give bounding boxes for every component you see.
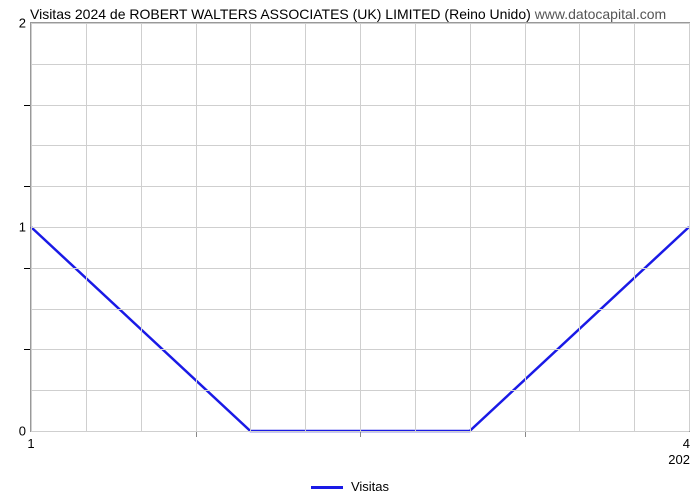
y-minor-tick [24, 268, 30, 269]
vgrid-line [634, 23, 635, 431]
x-minor-tick [360, 432, 361, 437]
legend: Visitas [0, 479, 700, 494]
vgrid-line [360, 23, 361, 431]
y-tick-label: 0 [6, 424, 26, 439]
chart-title: Visitas 2024 de ROBERT WALTERS ASSOCIATE… [30, 6, 690, 22]
vgrid-line [525, 23, 526, 431]
plot-area [30, 22, 690, 432]
y-tick-label: 1 [6, 220, 26, 235]
vgrid-line [31, 23, 32, 431]
vgrid-line [196, 23, 197, 431]
y-tick-label: 2 [6, 16, 26, 31]
x-tick-label: 4 [683, 436, 690, 451]
vgrid-line [141, 23, 142, 431]
chart-container: Visitas 2024 de ROBERT WALTERS ASSOCIATE… [0, 0, 700, 500]
y-minor-tick [24, 186, 30, 187]
y-minor-tick [24, 105, 30, 106]
vgrid-line [250, 23, 251, 431]
y-minor-tick [24, 349, 30, 350]
legend-swatch [311, 486, 343, 489]
vgrid-line [86, 23, 87, 431]
vgrid-line [415, 23, 416, 431]
vgrid-line [689, 23, 690, 431]
chart-title-site: www.datocapital.com [535, 6, 667, 22]
chart-title-main: Visitas 2024 de ROBERT WALTERS ASSOCIATE… [30, 6, 531, 22]
vgrid-line [579, 23, 580, 431]
x-minor-tick [525, 432, 526, 437]
vgrid-line [305, 23, 306, 431]
legend-label: Visitas [351, 479, 389, 494]
x-tick-label: 1 [27, 436, 34, 451]
x-secondary-label: 202 [668, 452, 690, 467]
x-minor-tick [196, 432, 197, 437]
vgrid-line [470, 23, 471, 431]
